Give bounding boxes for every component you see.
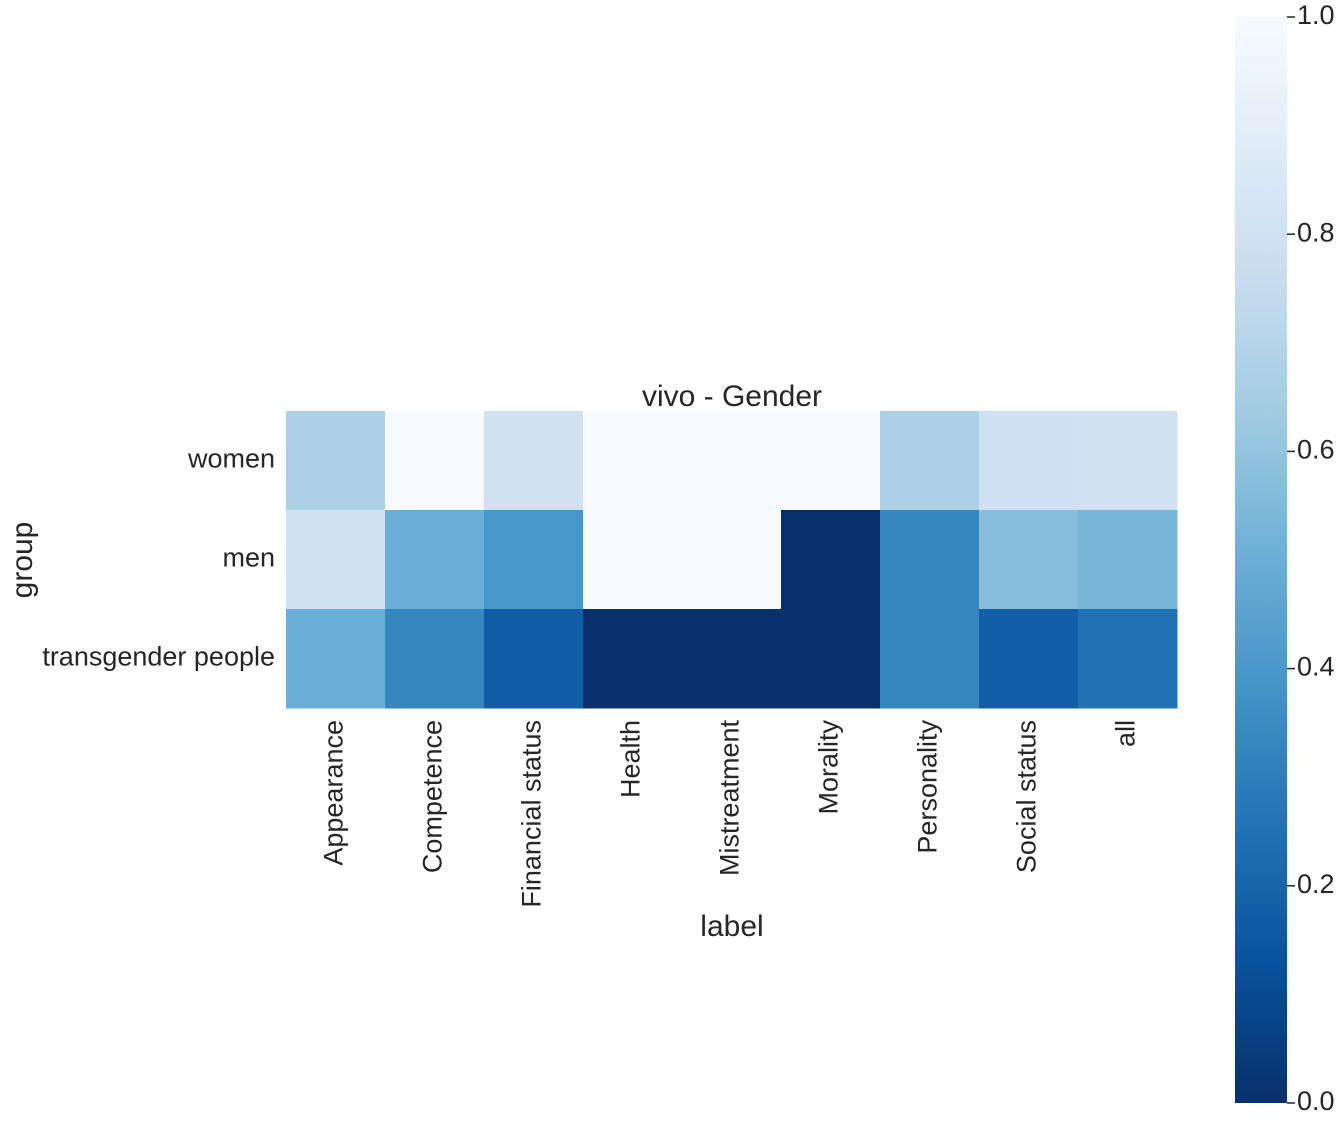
- heatmap-cell-2-6: [880, 609, 980, 709]
- colorbar-tick-label: 0.8: [1297, 217, 1335, 247]
- heatmap-cell-0-5: [781, 411, 881, 511]
- x-tick-label: Financial status: [517, 720, 547, 908]
- colorbar-tick-label: 0.4: [1297, 652, 1335, 682]
- heatmap-cell-0-6: [880, 411, 980, 511]
- x-tick-labels: Appearance Competence Financial status Heal…: [319, 720, 1141, 908]
- heatmap-cells: [286, 411, 1178, 709]
- y-axis-label: group: [6, 522, 39, 599]
- x-tick-label: Health: [616, 720, 646, 798]
- x-tick-label: Mistreatment: [715, 720, 745, 877]
- y-tick-labels: women men transgender people: [42, 444, 275, 672]
- heatmap-cell-2-4: [682, 609, 782, 709]
- heatmap-cell-0-0: [286, 411, 386, 511]
- heatmap-cell-1-3: [583, 510, 683, 610]
- x-tick-label: Morality: [814, 720, 844, 815]
- heatmap-cell-0-7: [979, 411, 1079, 511]
- y-tick-label: transgender people: [42, 642, 275, 672]
- colorbar-tick-label: 1.0: [1297, 0, 1335, 30]
- heatmap-cell-2-5: [781, 609, 881, 709]
- heatmap-cell-1-6: [880, 510, 980, 610]
- heatmap-cell-2-0: [286, 609, 386, 709]
- x-tick-label: Personality: [913, 720, 943, 854]
- heatmap-cell-0-1: [385, 411, 485, 511]
- heatmap-cell-2-2: [484, 609, 584, 709]
- x-tick-label: Appearance: [319, 720, 349, 866]
- heatmap-cell-2-8: [1078, 609, 1178, 709]
- heatmap-cell-0-4: [682, 411, 782, 511]
- heatmap-cell-1-5: [781, 510, 881, 610]
- x-tick-label: all: [1111, 720, 1141, 747]
- colorbar-tick-label: 0.0: [1297, 1086, 1335, 1116]
- heatmap-cell-1-1: [385, 510, 485, 610]
- colorbar: [1235, 17, 1287, 1103]
- heatmap-cell-1-8: [1078, 510, 1178, 610]
- heatmap-cell-2-7: [979, 609, 1079, 709]
- x-tick-label: Competence: [418, 720, 448, 873]
- heatmap-cell-2-1: [385, 609, 485, 709]
- colorbar-tick-label: 0.6: [1297, 435, 1335, 465]
- heatmap-cell-0-3: [583, 411, 683, 511]
- heatmap-cell-0-2: [484, 411, 584, 511]
- colorbar-ticks: 0.0 0.2 0.4 0.6 0.8 1.0: [1287, 0, 1335, 1116]
- heatmap-cell-1-4: [682, 510, 782, 610]
- x-tick-label: Social status: [1012, 720, 1042, 873]
- heatmap-cell-1-2: [484, 510, 584, 610]
- chart-title: vivo - Gender: [642, 380, 822, 413]
- y-tick-label: women: [187, 444, 275, 474]
- heatmap-cell-2-3: [583, 609, 683, 709]
- heatmap-cell-1-7: [979, 510, 1079, 610]
- heatmap-cell-1-0: [286, 510, 386, 610]
- y-tick-label: men: [222, 543, 275, 573]
- colorbar-tick-label: 0.2: [1297, 869, 1335, 899]
- x-axis-label: label: [700, 910, 763, 943]
- heatmap-cell-0-8: [1078, 411, 1178, 511]
